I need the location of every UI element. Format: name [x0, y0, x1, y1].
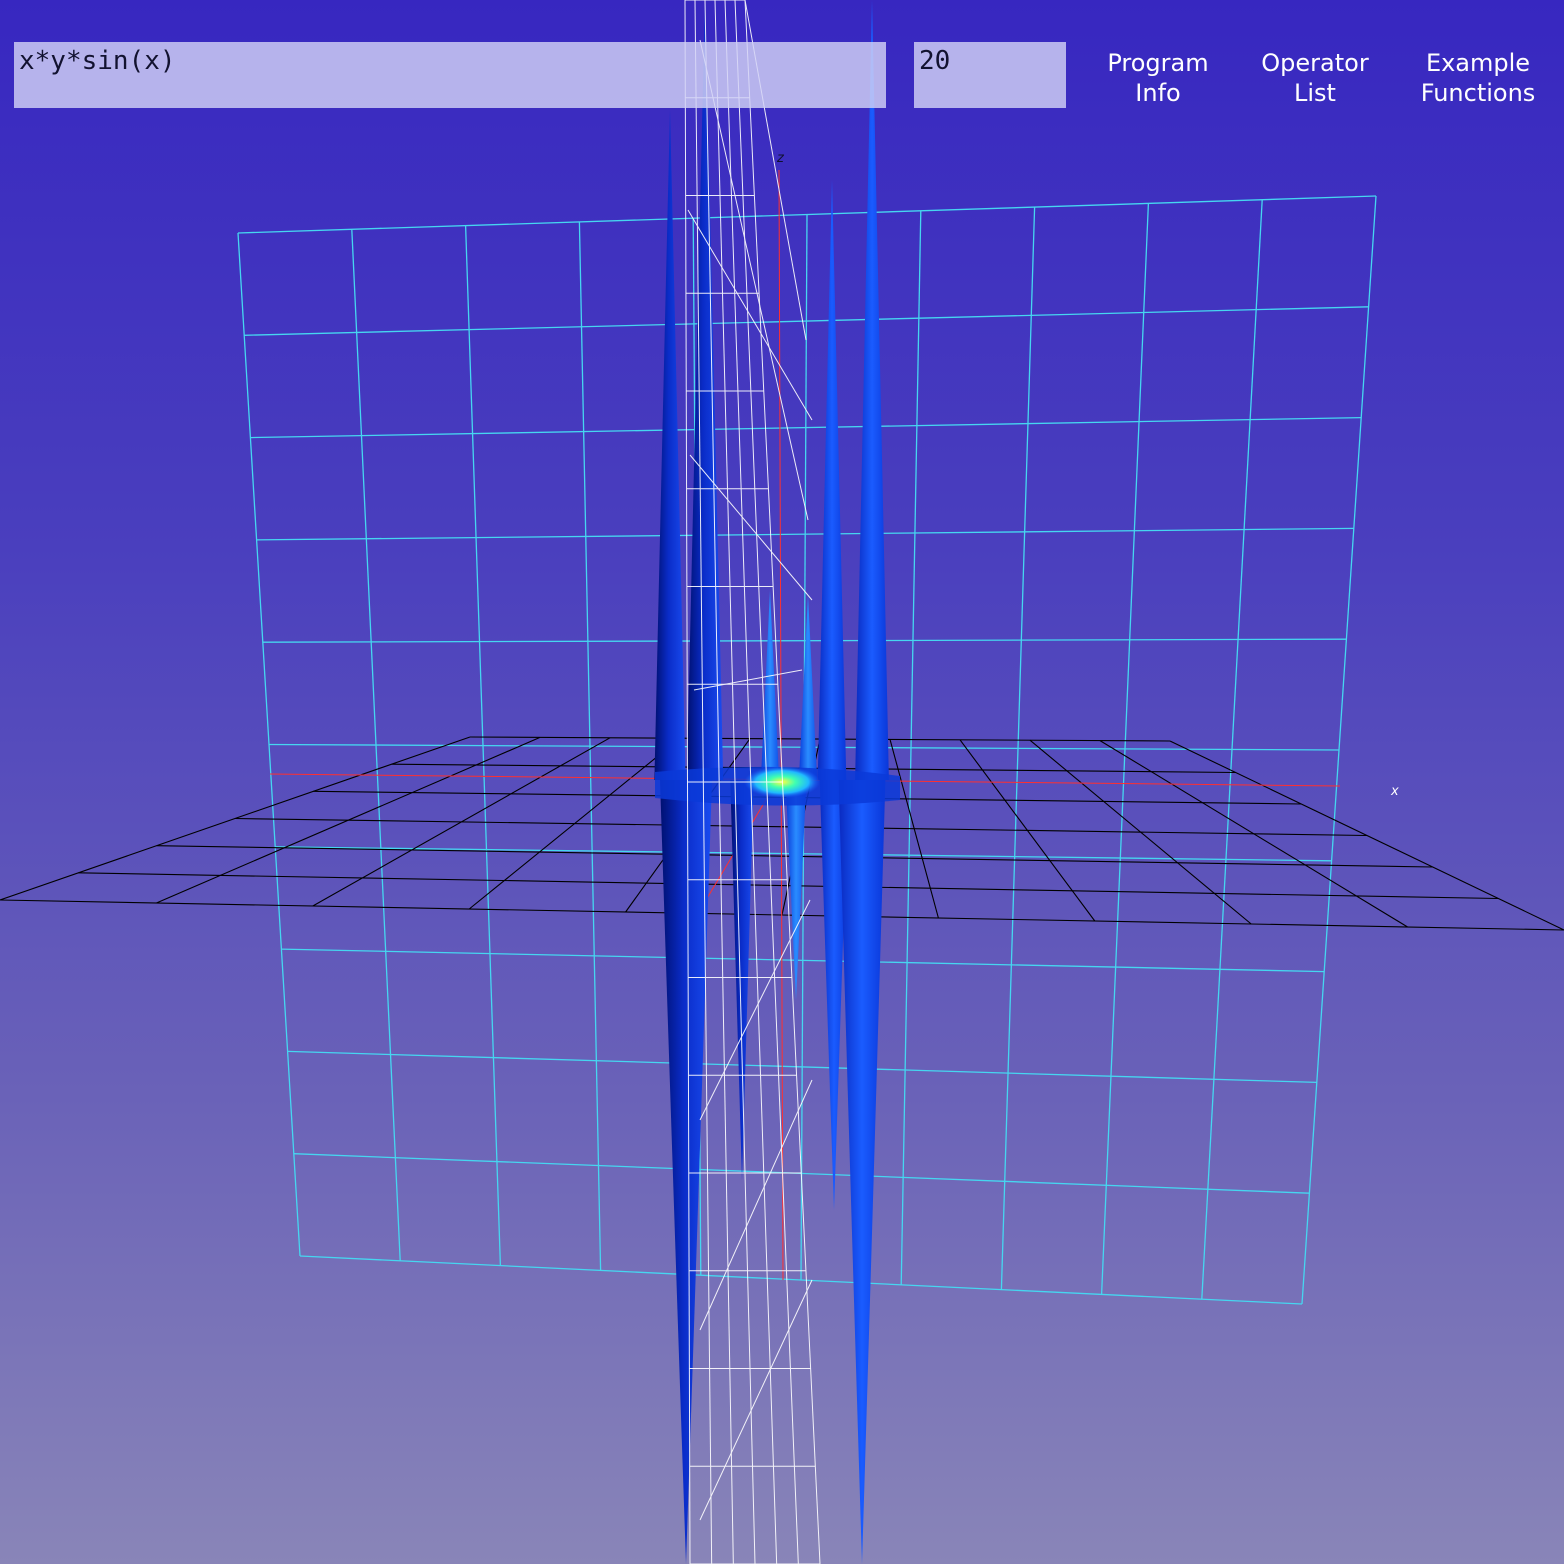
surface-spike — [798, 595, 818, 780]
surface-spike — [819, 780, 849, 1210]
surface-spike — [760, 590, 780, 780]
x-axis-label: x — [1390, 784, 1399, 799]
z-axis-label: z — [776, 151, 785, 166]
surface-spike — [855, 0, 889, 780]
example-functions-label-line1: Example — [1425, 49, 1531, 77]
xz-grid-line — [262, 638, 1347, 643]
surface-spike — [785, 780, 807, 1000]
xz-grid-line — [275, 846, 1332, 862]
operator-list-label-line1: Operator — [1261, 49, 1369, 77]
surface-spike — [686, 0, 724, 780]
xz-grid-line — [244, 306, 1369, 336]
surface-spike — [730, 780, 754, 1180]
yz-grid-diagonal — [699, 1279, 813, 1521]
z-axis-line — [778, 169, 784, 1281]
program-info-label-line2: Info — [1135, 79, 1181, 107]
program-info-button[interactable]: Program Info — [1098, 48, 1218, 108]
xz-grid-line — [287, 1050, 1317, 1084]
function-input[interactable]: x*y*sin(x) — [14, 42, 886, 108]
yz-grid-plane — [684, 0, 821, 1564]
xz-grid-plane — [237, 195, 1377, 1305]
program-info-label-line1: Program — [1107, 49, 1209, 77]
function-input-value: x*y*sin(x) — [19, 46, 176, 76]
xz-grid-line — [250, 416, 1362, 439]
yz-grid-diagonal — [699, 39, 809, 521]
xz-grid-line — [281, 948, 1325, 973]
example-functions-label-line2: Functions — [1420, 79, 1536, 107]
operator-list-button[interactable]: Operator List — [1255, 48, 1375, 108]
xy-grid-line — [78, 872, 1499, 900]
yz-grid-diagonal — [693, 669, 803, 691]
resolution-input[interactable]: 20 — [914, 42, 1066, 108]
yz-grid-diagonal — [699, 1079, 813, 1331]
surface-spike — [654, 110, 686, 780]
operator-list-label-line2: List — [1294, 79, 1336, 107]
surface-spike — [817, 180, 847, 780]
resolution-input-value: 20 — [919, 46, 951, 76]
xz-grid-line — [237, 195, 1377, 234]
xz-grid-line — [299, 1255, 1303, 1305]
surface-spike — [660, 780, 712, 1564]
xz-grid-line — [256, 527, 1354, 541]
yz-grid-diagonal — [687, 209, 813, 421]
yz-grid-diagonal — [699, 899, 811, 1121]
example-functions-button[interactable]: Example Functions — [1414, 48, 1542, 108]
yz-grid-diagonal — [689, 454, 813, 601]
surface-spike — [838, 780, 886, 1564]
